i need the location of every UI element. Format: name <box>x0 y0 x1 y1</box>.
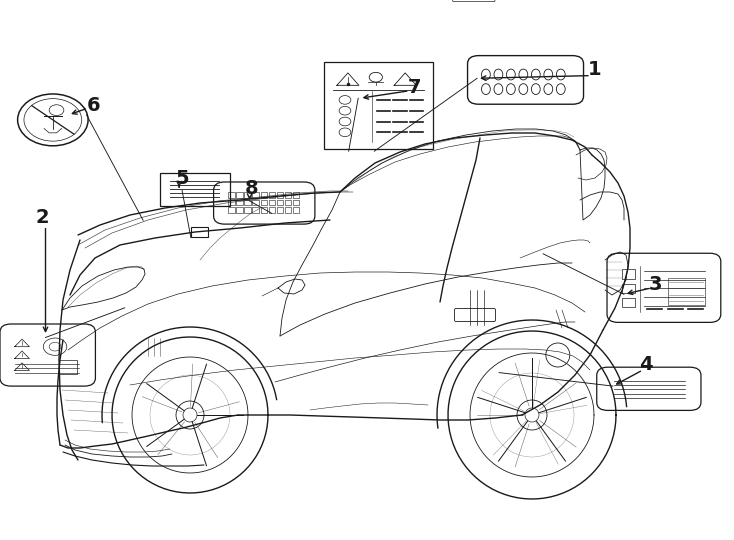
Text: 4: 4 <box>639 355 653 374</box>
Text: 5: 5 <box>175 168 189 188</box>
Text: 1: 1 <box>588 59 601 79</box>
Text: 7: 7 <box>408 78 421 97</box>
Text: 6: 6 <box>87 96 100 115</box>
Text: 8: 8 <box>245 179 258 199</box>
Text: 3: 3 <box>649 274 662 294</box>
Circle shape <box>525 408 539 422</box>
Circle shape <box>183 408 197 422</box>
Text: 2: 2 <box>36 207 49 227</box>
